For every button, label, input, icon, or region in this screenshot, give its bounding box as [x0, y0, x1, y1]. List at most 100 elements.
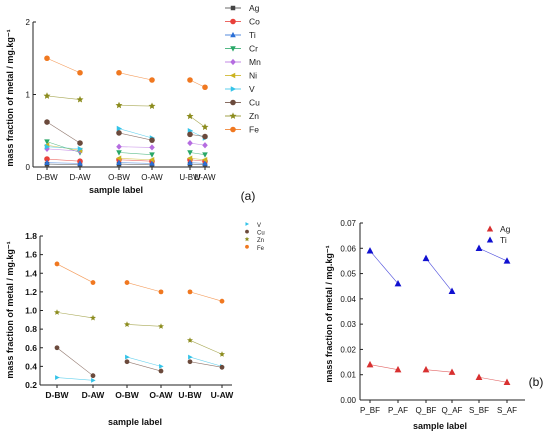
series-ag-connector [118, 163, 153, 166]
legend-marker [230, 31, 236, 38]
y-tick-label: 1.2 [25, 287, 37, 297]
legend-label: Fe [257, 246, 265, 252]
legend-label: V [257, 223, 261, 229]
series-ti-connector [189, 162, 206, 164]
data-point-fe [187, 289, 193, 295]
y-tick-label: 0.01 [340, 371, 356, 380]
chart-panel-b: 0.00 0.01 0.02 0.03 0.04 0.05 0.06 0.07 P_BF P_AF… [324, 219, 525, 431]
legend-label: Ni [249, 71, 257, 81]
x-tick-label: O-AW [149, 390, 173, 400]
chart-b-plot-area: 0.00 0.01 0.02 0.03 0.04 0.05 0.06 0.07 P_BF P_AF… [340, 219, 525, 415]
data-point-ti [366, 247, 374, 254]
series-ti-connector [369, 250, 399, 284]
data-point-zn [201, 123, 209, 131]
legend-label: Cr [249, 44, 258, 54]
y-tick-label: 0.8 [25, 324, 37, 334]
series-fe-connector [126, 282, 162, 293]
data-point-fe [44, 55, 50, 62]
series-zn-connector [126, 324, 162, 327]
series-fe-connector [118, 72, 153, 81]
chart-b-ylabel: mass fraction of metal / mg.kg⁻¹ [324, 245, 334, 382]
series-cu-connector [56, 347, 94, 376]
series-mn-connector [118, 146, 153, 148]
series-zn-connector [56, 312, 94, 319]
data-point-v [91, 377, 96, 383]
data-point-cr [187, 150, 193, 156]
y-tick-label: 0.04 [340, 295, 356, 304]
series-cu-connector [118, 132, 153, 141]
legend-item-cu: Cu [225, 98, 260, 108]
data-point-fe [202, 84, 208, 91]
data-point-mn [187, 139, 193, 147]
data-point-fe [116, 69, 122, 76]
series-cr-connector [118, 152, 153, 155]
data-point-fe [149, 77, 155, 83]
y-tick-label: 1 [26, 91, 31, 100]
x-tick-label: D-AW [82, 390, 106, 400]
series-ti [366, 244, 511, 294]
series-v-connector [189, 356, 223, 367]
series-fe [44, 55, 208, 91]
data-point-cu [77, 140, 83, 146]
legend-label: Ti [500, 235, 507, 245]
chart-b-xlabel: sample label [413, 421, 467, 431]
series-zn-connector [189, 116, 206, 128]
y-tick-label: 1.8 [25, 231, 37, 241]
data-point-ni [148, 156, 155, 163]
x-tick-label: S_AF [497, 406, 517, 415]
data-point-fe [219, 298, 225, 304]
legend-item-co: Co [225, 17, 260, 27]
legend-item-zn: Zn [244, 236, 264, 244]
data-point-fe [77, 69, 83, 76]
series-ti-connector [118, 162, 153, 164]
x-tick-label: U-BW [179, 173, 201, 182]
data-point-fe [54, 261, 60, 267]
legend-marker [229, 72, 236, 79]
x-tick-label: P_AF [388, 406, 408, 415]
data-point-zn [76, 95, 84, 103]
data-point-ag [448, 368, 456, 375]
data-point-ti [503, 257, 511, 264]
data-point-zn [124, 321, 130, 327]
legend-marker [230, 5, 236, 11]
series-mn-connector [189, 142, 206, 146]
chart-a-xlabel: sample label [89, 185, 143, 195]
legend-marker [244, 236, 250, 242]
legend-item-cr: Cr [225, 44, 258, 54]
data-point-cu [54, 345, 60, 351]
legend-item-ti: Ti [486, 235, 507, 245]
legend-item-ag: Ag [225, 3, 260, 13]
series-zn-connector [46, 95, 81, 100]
y-tick-label: 1.0 [25, 306, 37, 316]
series-ag-connector [189, 163, 206, 166]
chart-a-legend: Ag Co Ti Cr Mn Ni V Cu Zn Fe [225, 3, 261, 135]
chart-bottom-left-ylabel: mass fraction of metal / mg.kg⁻¹ [5, 241, 15, 378]
data-point-ti [116, 159, 122, 165]
series-mn [44, 139, 208, 155]
legend-item-v: V [245, 222, 261, 229]
legend-marker [245, 222, 250, 226]
data-point-fe [90, 280, 96, 285]
legend-item-v: V [225, 84, 255, 94]
y-tick-label: 1.6 [25, 250, 37, 260]
legend-marker [245, 244, 249, 249]
data-point-ag [366, 360, 374, 368]
data-point-ag [475, 373, 483, 380]
y-tick-label: 2 [26, 18, 31, 27]
chart-a-plot-area: 0 1 2 D-BW D-AW O-BW O-AW U-BWU-AW [26, 18, 216, 182]
y-tick-label: 0 [26, 163, 31, 172]
data-point-zn [187, 337, 193, 343]
legend-item-ni: Ni [225, 71, 257, 81]
y-tick-label: 0.6 [25, 343, 37, 353]
data-point-ti [422, 254, 430, 262]
legend-label: V [249, 84, 255, 94]
data-point-fe [187, 77, 193, 83]
panel-label-b: (b) [529, 375, 544, 389]
legend-label: Cu [249, 98, 260, 108]
series-ni [43, 142, 208, 163]
data-point-ag [394, 365, 402, 373]
series-cu-connector [46, 121, 81, 144]
legend-label: Ti [249, 30, 256, 40]
legend-marker [230, 99, 236, 106]
